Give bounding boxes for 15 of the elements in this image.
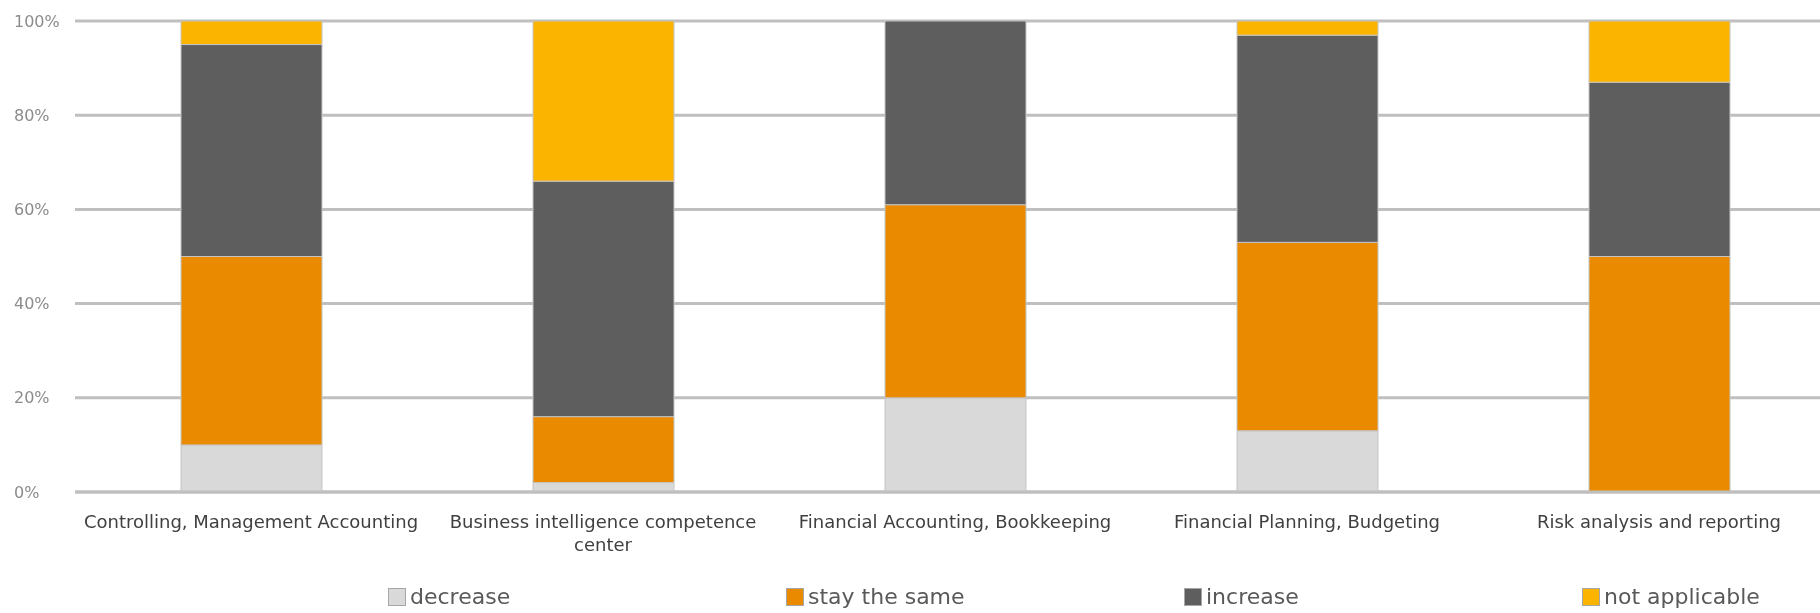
y-tick-label: 100% [14,11,60,31]
x-tick-label: Financial Accounting, Bookkeeping [798,511,1112,533]
legend-label: increase [1206,584,1299,610]
x-tick-label: Financial Planning, Budgeting [1173,511,1441,533]
x-tick-label: Business intelligence competence center [449,511,757,556]
legend-label: decrease [410,584,511,610]
legend-label: not applicable [1604,584,1760,610]
legend-label: stay the same [808,584,965,610]
y-tick-label: 60% [14,200,50,219]
y-tick-label: 20% [14,388,50,408]
y-tick-label: 40% [14,294,50,314]
x-tick-label: Risk analysis and reporting [1536,511,1782,533]
y-tick-label: 0% [14,482,40,502]
x-tick-label: Controlling, Management Accounting [83,511,419,533]
y-tick-label: 80% [14,105,50,125]
